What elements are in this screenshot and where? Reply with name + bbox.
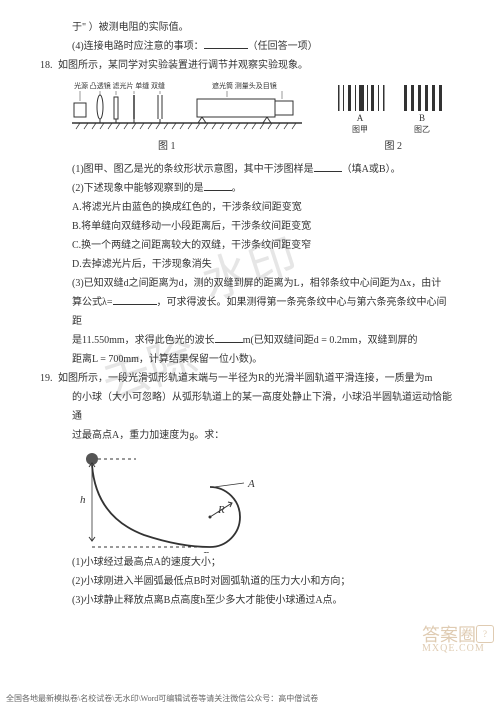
q18-p3b-text: 算公式λ=	[72, 297, 113, 308]
q18-stem-text: 如图所示，某同学对实验装置进行调节并观察实验现象。	[58, 60, 308, 71]
q18-p2-text: (2)下述现象中能够观察到的是	[72, 183, 204, 194]
page-content: 于" ）被测电阻的实际值。 (4)连接电路时应注意的事项： （任回答一项） 18.…	[0, 0, 500, 610]
svg-text:h: h	[80, 494, 86, 506]
q18-p3c: 是11.550mm，求得此色光的波长 m(已知双缝间距d = 0.2mm，双缝到屏…	[58, 331, 452, 350]
q19-l1-text: 如图所示，一段光滑弧形轨道末端与一半径为R的光滑半圆轨道平滑连接，一质量为m	[58, 373, 432, 384]
track-diagram: h R A B	[72, 445, 292, 553]
q18-p3d: 距离L = 700mm，计算结果保留一位小数)。	[58, 350, 452, 369]
apparatus-diagram: 光源 凸透镜 滤光片 单缝 双缝 遮光筒 测量头及目镜	[72, 79, 302, 135]
blank	[204, 39, 248, 49]
fig2-label: 图 2	[385, 137, 403, 156]
q18-optD: D.去掉滤光片后，干涉现象消失	[58, 255, 452, 274]
intro-q4: (4)连接电路时应注意的事项： （任回答一项）	[58, 37, 452, 56]
blank	[215, 333, 243, 343]
q19-l2: 的小球（大小可忽略）从弧形轨道上的某一高度处静止下滑，小球沿半圆轨道运动恰能通	[58, 388, 452, 426]
logo-sub: MXQE.COM	[422, 643, 494, 654]
q18-optC: C.换一个两缝之间距离较大的双缝，干涉条纹间距变窄	[58, 236, 452, 255]
figure-1-row: 光源 凸透镜 滤光片 单缝 双缝 遮光筒 测量头及目镜	[58, 79, 452, 135]
logo-char: 案	[440, 625, 458, 643]
q18-p3a: (3)已知双缝d之间距离为d，测的双缝到屏的距离为L，相邻条纹中心间距为Δx，由…	[58, 274, 452, 293]
q18-optB: B.将单缝向双缝移动一小段距离后，干涉条纹间距变宽	[58, 217, 452, 236]
q18-number: 18.	[40, 56, 58, 75]
q19-number: 19.	[40, 369, 58, 388]
q18-p2: (2)下述现象中能够观察到的是。	[58, 179, 452, 198]
svg-text:图甲: 图甲	[352, 125, 368, 134]
q19-l3: 过最高点A，重力加速度为g。求：	[58, 426, 452, 445]
footer-text: 全国各地最新模拟卷\名校试卷\无水印\Word可编辑试卷等请关注微信公众号：高中…	[6, 693, 318, 704]
q19-p2: (2)小球刚进入半圆弧最低点B时对圆弧轨道的压力大小和方向；	[58, 572, 452, 591]
blank	[113, 295, 157, 305]
q18-p3b: 算公式λ=，可求得波长。如果测得第一条亮条纹中心与第六条亮条纹中心间距	[58, 293, 452, 331]
q19-p3: (3)小球静止释放点离B点高度h至少多大才能使小球通过A点。	[58, 591, 452, 610]
watermark-logo: 答 案 圈 ? MXQE.COM	[422, 625, 494, 685]
svg-text:B: B	[419, 113, 425, 123]
blank	[204, 181, 232, 191]
q18-p3c-mid: m(已知双缝间距d = 0.2mm，双缝到屏的	[243, 335, 418, 346]
q18-p1-a: (1)图甲、图乙是光的条纹形状示意图，其中干涉图样是	[72, 164, 314, 175]
apparatus-labels-left: 光源 凸透镜 滤光片 单缝 双缝	[74, 81, 165, 90]
q18-stem: 18.如图所示，某同学对实验装置进行调节并观察实验现象。	[58, 56, 452, 75]
q18-p1: (1)图甲、图乙是光的条纹形状示意图，其中干涉图样是 （填A或B）。	[58, 160, 452, 179]
figure-labels: 图 1 图 2	[78, 137, 432, 156]
fringe-patterns: A 图甲 B 图乙	[332, 79, 452, 135]
apparatus-labels-right: 遮光筒 测量头及目镜	[212, 81, 277, 90]
svg-text:图乙: 图乙	[414, 125, 430, 134]
q18-optA: A.将滤光片由蓝色的换成红色的，干涉条纹间距变宽	[58, 198, 452, 217]
q19-p1: (1)小球经过最高点A的速度大小；	[58, 553, 452, 572]
q19-l1: 19.如图所示，一段光滑弧形轨道末端与一半径为R的光滑半圆轨道平滑连接，一质量为…	[58, 369, 452, 388]
logo-char: 答	[422, 625, 440, 643]
intro-line1: 于" ）被测电阻的实际值。	[58, 18, 452, 37]
q18-p1-b: （填A或B）。	[342, 164, 401, 175]
blank	[314, 162, 342, 172]
logo-char: 圈	[458, 625, 476, 643]
fig1-label: 图 1	[158, 137, 176, 156]
q18-p3c-text: 是11.550mm，求得此色光的波长	[72, 335, 215, 346]
figure-q19: h R A B	[58, 445, 452, 553]
intro-q4-tail: （任回答一项）	[248, 41, 318, 52]
svg-text:A: A	[247, 478, 255, 490]
intro-q4-text: (4)连接电路时应注意的事项：	[72, 41, 204, 52]
svg-text:R: R	[217, 504, 225, 516]
svg-text:A: A	[357, 113, 364, 123]
